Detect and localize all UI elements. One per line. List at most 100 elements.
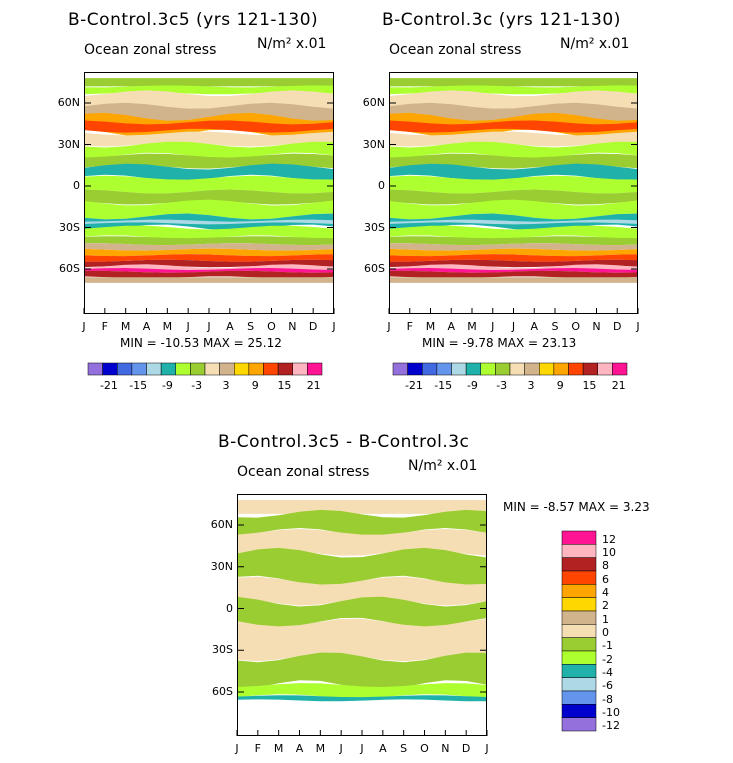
panel2-contour-band [389, 236, 638, 246]
panel2-contour-band [389, 219, 638, 225]
panel2-colorbar-swatch [509, 362, 525, 376]
panel2-contour-band [389, 264, 638, 274]
panel3-colorbar-swatch [561, 544, 597, 558]
panel3-variable-label: Ocean zonal stress [237, 464, 370, 480]
panel1-colorbar-swatch [234, 362, 250, 376]
panel3-contour-band [237, 509, 487, 536]
panel3-colorbar-swatch [561, 610, 597, 625]
panel1-xtick-label: M [120, 320, 131, 333]
panel3-xtick-label: D [461, 742, 471, 755]
panel3-colorbar-label: -10 [602, 706, 620, 719]
panel3-colorbar-label: 12 [602, 532, 616, 546]
panel3-units-label: N/m² x.01 [408, 458, 478, 474]
panel1-colorbar-swatch [277, 362, 293, 376]
panel2-contour-band [389, 270, 638, 279]
panel3-colorbar-swatch [561, 570, 597, 585]
panel3-ytick-label: 0 [226, 601, 233, 615]
panel1-contour-band [84, 175, 334, 194]
panel3-stats: MIN = -8.57 MAX = 3.23 [503, 500, 650, 514]
panel2-colorbar-label: -9 [466, 379, 478, 392]
panel1-colorbar-swatch [175, 362, 191, 376]
panel1-contour-band [84, 131, 334, 147]
panel2-colorbar-swatch [392, 362, 408, 376]
panel3-colorbar-swatch [561, 650, 597, 665]
panel3-colorbar-label: -6 [602, 679, 613, 693]
panel3-colorbar-label: 0 [602, 626, 609, 639]
panel1-xtick-label: J [332, 320, 336, 333]
panel2-xtick-label: J [491, 320, 495, 333]
panel3-colorbar-label: 8 [602, 559, 609, 573]
panel1-contour-band [84, 189, 334, 205]
panel1-xtick-label: N [288, 320, 297, 333]
panel3-colorbar-swatch [561, 717, 597, 732]
panel3-xtick-label: M [315, 742, 326, 755]
panel3-colorbar-swatch [561, 704, 597, 718]
panel1-variable-label: Ocean zonal stress [84, 42, 217, 58]
panel1-ytick-label: 60S [59, 262, 80, 275]
panel1-contour-band [84, 277, 334, 283]
panel2-contour-band [389, 163, 638, 181]
panel2-colorbar-swatch [480, 362, 496, 376]
panel1-colorbar-label: -15 [129, 379, 148, 392]
panel2-contour-band [389, 90, 638, 109]
panel3-colorbar-swatch [561, 637, 597, 652]
panel2-units-label: N/m² x.01 [560, 36, 630, 52]
panel2-contour-band [389, 254, 638, 262]
panel1-contour-band [84, 248, 334, 257]
panel1-colorbar-swatch [146, 362, 162, 376]
panel1-colorbar-swatch [219, 362, 235, 376]
panel2-colorbar-swatch [597, 362, 613, 376]
panel3-xtick-label: F [254, 742, 261, 755]
panel3-colorbar-swatch [561, 530, 597, 545]
panel3-colorbar-label: -12 [602, 719, 620, 733]
panel3-contour-band [237, 618, 487, 662]
panel3-xtick-label: A [379, 742, 387, 755]
panel3-contour-band [237, 652, 487, 690]
panel2-contour-band [389, 248, 638, 257]
panel1-colorbar-swatch [87, 362, 103, 376]
panel1-colorbar-swatch [292, 362, 308, 376]
panel1-contour-band [84, 78, 334, 87]
panel2-xtick-label: M [425, 320, 436, 333]
panel3-xtick-label: N [441, 742, 450, 755]
panel1-xtick-label: F [101, 320, 108, 333]
panel1-contour-band [84, 225, 334, 240]
panel3-xtick-label: J [235, 742, 239, 755]
panel2-contour-band [389, 78, 638, 87]
panel2-colorbar-label: 9 [556, 379, 564, 392]
panel1-contour-band [84, 268, 334, 273]
panel2-colorbar-swatch [568, 362, 584, 376]
panel3-colorbar-swatch [561, 690, 597, 705]
panel3-title: B-Control.3c5 - B-Control.3c [218, 432, 470, 452]
panel3-colorbar-swatch [561, 584, 597, 598]
panel1-ytick-label: 30S [59, 220, 80, 234]
panel2-colorbar-swatch [612, 362, 628, 376]
panel2-colorbar-swatch [553, 362, 569, 376]
panel2-ytick-label: 0 [378, 179, 385, 192]
panel2-title: B-Control.3c (yrs 121-130) [382, 10, 621, 30]
panel1-colorbar-swatch [263, 362, 279, 376]
panel3-contour-band [237, 596, 487, 628]
panel1-xtick-label: J [82, 320, 86, 333]
panel3-xtick-label: J [485, 742, 489, 755]
panel2-xtick-label: S [551, 320, 559, 333]
panel1-xtick-label: J [186, 320, 190, 333]
panel1-contour-band [84, 254, 334, 262]
panel3-xtick-label: J [360, 742, 364, 755]
panel2-colorbar-label: 15 [582, 379, 597, 392]
panel2-contour-band [389, 225, 638, 240]
panel1-contour-band [84, 264, 334, 274]
panel2-colorbar-swatch [451, 362, 467, 376]
panel2-contour-band [389, 277, 638, 283]
panel2-colorbar-swatch [524, 362, 540, 376]
panel1-xtick-label: D [308, 320, 318, 333]
panel2-colorbar-label: -15 [434, 379, 453, 392]
panel3-contour-band [237, 499, 487, 514]
panel1-contour-band [84, 270, 334, 279]
panel3-colorbar-label: -8 [602, 692, 613, 706]
panel1-contour-band [84, 243, 334, 251]
panel1-colorbar-label: -9 [161, 379, 173, 392]
panel1-xtick-label: A [226, 320, 234, 333]
panel3-colorbar-label: 4 [602, 586, 609, 599]
panel2-xtick-label: A [530, 320, 539, 333]
